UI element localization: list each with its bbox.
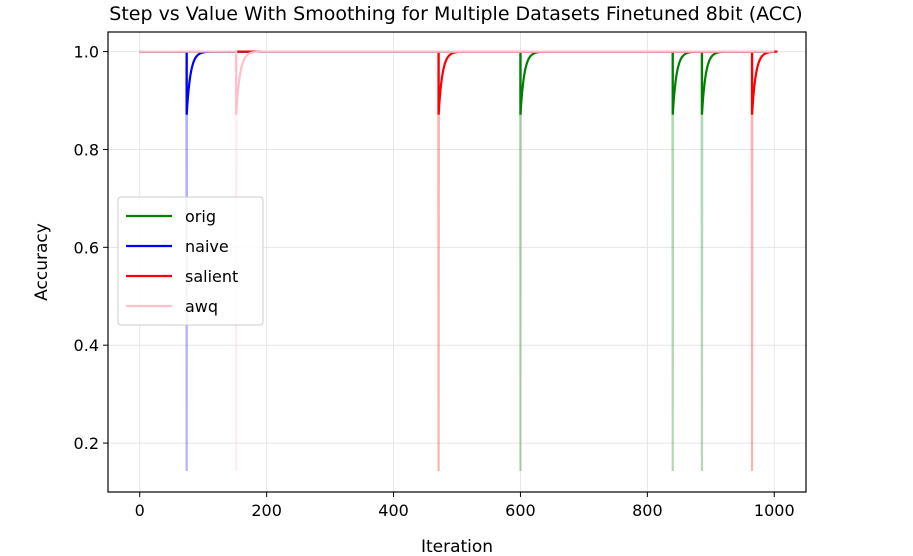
plot-frame <box>107 31 807 493</box>
y-tick-label: 0.4 <box>74 336 99 355</box>
raw-line-orig <box>139 50 775 471</box>
x-tick-label: 400 <box>378 501 409 520</box>
x-tick-label: 1000 <box>754 501 795 520</box>
y-axis-label: Accuracy <box>32 223 52 301</box>
smoothed-series-layer <box>139 50 778 115</box>
x-tick-label: 800 <box>632 501 663 520</box>
legend: orig naive salient awq <box>117 196 264 326</box>
x-tick-label: 0 <box>135 501 145 520</box>
x-tick-label: 200 <box>251 501 282 520</box>
smoothed-line-awq <box>139 50 775 115</box>
chart-title: Step vs Value With Smoothing for Multipl… <box>109 3 802 25</box>
legend-label-orig: orig <box>185 207 216 226</box>
y-tick-label: 1.0 <box>74 43 99 62</box>
legend-label-naive: naive <box>185 237 229 256</box>
smoothed-line-orig <box>139 50 775 115</box>
x-axis-label: Iteration <box>421 537 493 556</box>
y-tick-label: 0.2 <box>74 434 99 453</box>
legend-label-awq: awq <box>185 297 218 316</box>
y-tick-label: 0.6 <box>74 238 99 257</box>
x-tick-label: 600 <box>505 501 536 520</box>
axis-ticks: 0 200 400 600 800 1000 0.2 0.4 0.6 0.8 1.0 <box>74 43 795 520</box>
legend-label-salient: salient <box>185 267 238 286</box>
legend-box <box>117 196 264 326</box>
y-tick-label: 0.8 <box>74 140 99 159</box>
